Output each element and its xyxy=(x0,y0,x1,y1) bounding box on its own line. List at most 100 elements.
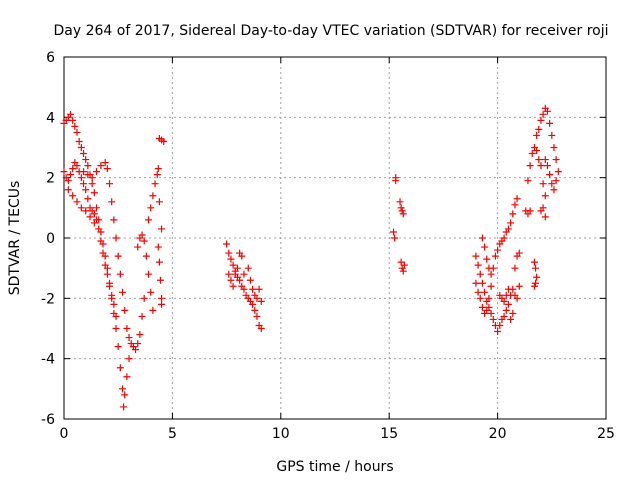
y-tick-label: -4 xyxy=(41,352,55,368)
data-point xyxy=(511,264,519,272)
data-point xyxy=(64,186,72,194)
data-point xyxy=(149,192,157,200)
data-point xyxy=(147,288,155,296)
data-point xyxy=(397,258,405,266)
data-point xyxy=(84,171,92,179)
data-point xyxy=(108,291,116,299)
data-point xyxy=(489,315,497,323)
data-point xyxy=(97,237,105,245)
data-point xyxy=(550,144,558,151)
x-axis-label: GPS time / hours xyxy=(276,459,393,475)
data-point xyxy=(515,249,523,257)
data-point xyxy=(82,207,90,215)
data-point xyxy=(88,174,96,182)
data-point xyxy=(485,294,493,302)
data-point xyxy=(108,198,116,206)
data-point xyxy=(101,261,109,269)
data-point xyxy=(478,303,486,311)
data-point xyxy=(227,276,235,284)
data-point xyxy=(80,180,88,188)
data-point xyxy=(532,279,540,287)
data-point xyxy=(88,180,96,188)
data-point xyxy=(552,156,560,164)
grid-lines xyxy=(64,57,606,419)
data-point xyxy=(500,234,508,242)
data-point xyxy=(474,288,482,296)
data-point xyxy=(511,201,519,209)
data-point xyxy=(101,159,109,167)
data-point xyxy=(554,168,562,176)
data-point xyxy=(476,270,484,278)
data-point xyxy=(255,285,263,293)
data-point xyxy=(134,340,142,348)
data-point xyxy=(116,270,124,278)
data-point xyxy=(154,165,162,173)
data-point xyxy=(93,204,101,212)
data-point xyxy=(158,294,166,302)
data-point xyxy=(67,110,75,118)
data-point xyxy=(249,300,257,308)
data-point xyxy=(140,294,148,302)
data-point xyxy=(110,300,118,308)
data-point xyxy=(145,216,153,224)
data-point xyxy=(80,150,88,158)
data-point xyxy=(103,165,111,173)
data-point xyxy=(123,373,131,381)
data-point xyxy=(114,343,122,351)
data-point xyxy=(155,198,163,206)
x-tick-label: 10 xyxy=(272,426,290,442)
data-point xyxy=(537,207,545,215)
data-point xyxy=(548,180,556,188)
data-point xyxy=(476,294,484,302)
data-point xyxy=(539,180,547,188)
x-tick-label: 25 xyxy=(597,426,615,442)
data-point xyxy=(119,288,127,296)
data-point xyxy=(487,309,495,317)
y-axis-label: SDTVAR / TECUs xyxy=(7,181,23,296)
data-point xyxy=(82,156,90,164)
data-point xyxy=(530,282,538,290)
data-point xyxy=(515,282,523,290)
data-point xyxy=(528,150,536,158)
data-point xyxy=(77,144,85,151)
data-point xyxy=(481,288,489,296)
data-point xyxy=(400,261,408,269)
data-point xyxy=(69,116,77,124)
data-point xyxy=(537,162,545,170)
data-point xyxy=(496,321,504,329)
plot-frame xyxy=(63,56,607,420)
data-point xyxy=(123,325,131,332)
data-point xyxy=(504,285,512,293)
y-tick-label: 0 xyxy=(46,231,55,247)
x-tick-label: 5 xyxy=(168,426,177,442)
data-point xyxy=(507,315,515,323)
data-point xyxy=(546,171,554,179)
data-point xyxy=(73,128,81,136)
data-point xyxy=(552,177,560,185)
data-point xyxy=(84,195,92,203)
data-point xyxy=(478,279,486,287)
data-point xyxy=(533,147,541,155)
data-point xyxy=(472,279,480,287)
data-point xyxy=(112,312,120,320)
data-point xyxy=(116,364,124,372)
data-point xyxy=(236,276,244,284)
data-point xyxy=(147,204,155,212)
data-point xyxy=(97,162,105,170)
data-point xyxy=(481,243,489,251)
data-point xyxy=(533,273,541,281)
data-point xyxy=(541,156,549,164)
data-point xyxy=(253,294,261,302)
data-point xyxy=(112,234,120,242)
data-point xyxy=(80,168,88,176)
data-point xyxy=(99,249,107,257)
data-point xyxy=(548,131,556,139)
data-point xyxy=(155,258,163,266)
data-point xyxy=(227,255,235,263)
data-point xyxy=(397,204,405,212)
data-point xyxy=(390,228,398,236)
data-point xyxy=(112,325,120,332)
x-tick-label: 15 xyxy=(380,426,398,442)
data-point xyxy=(399,267,407,275)
